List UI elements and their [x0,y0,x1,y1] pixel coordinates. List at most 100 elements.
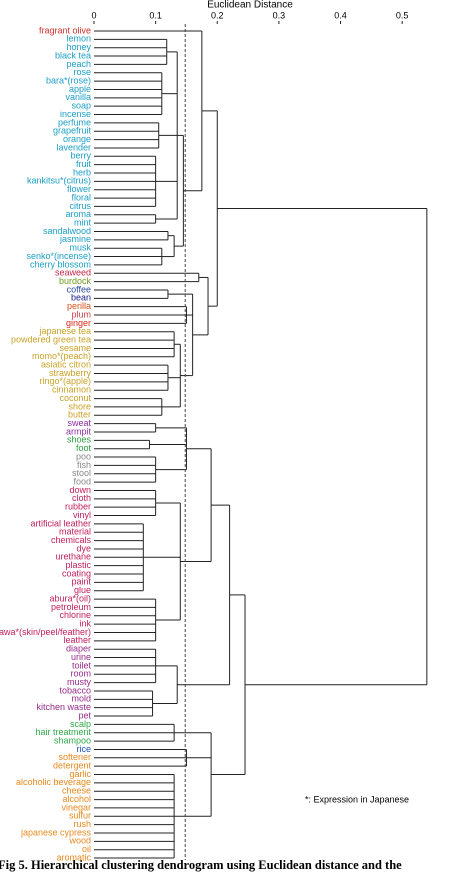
leaf-label: material [59,527,91,537]
leaf-label: grapefruit [53,126,92,136]
leaf-label: petroleum [51,602,91,612]
leaf-label: cinnamon [52,385,91,395]
leaf-label: ink [79,619,91,629]
leaf-label: urethane [55,552,91,562]
leaf-label: lavender [56,142,91,152]
dendrogram [94,30,428,859]
leaf-label: incense [60,109,91,119]
leaf-label: coconut [59,393,91,403]
leaf-label: lemon [66,34,91,44]
leaf-label: perfume [58,117,91,127]
leaf-label: scalp [70,719,91,729]
leaf-label: glue [74,585,91,595]
leaf-label: citrus [69,201,91,211]
leaf-label: alcohol [62,794,91,804]
leaf-label: asiatic citron [41,360,91,370]
leaf-label: rice [76,744,91,754]
leaf-label: senko*(incense) [26,251,91,261]
leaf-label: sweat [67,418,91,428]
annotation: *: Expression in Japanese [305,794,409,804]
leaf-label: bara*(rose) [46,75,91,85]
leaf-label: vinyl [73,510,91,520]
leaf-label: coffee [67,284,91,294]
leaf-label: floral [71,192,91,202]
leaf-label: strawberry [49,368,92,378]
leaf-label: honey [66,42,91,52]
leaf-label: chemicals [51,535,92,545]
leaf-label: kankitsu*(citrus) [27,176,91,186]
leaf-label: bean [71,293,91,303]
leaf-label: momo*(peach) [32,351,91,361]
leaf-label: artificial leather [30,518,91,528]
leaf-label: vinegar [61,802,91,812]
leaf-label: pet [78,710,91,720]
leaf-label: sandalwood [43,226,91,236]
x-tick-label: 0.1 [149,10,162,20]
leaf-label: cloth [72,493,91,503]
leaf-label: plastic [65,560,91,570]
leaf-label: fish [77,460,91,470]
leaf-label: shampoo [54,735,91,745]
leaf-label: kitchen waste [36,702,91,712]
leaf-label: wood [68,836,91,846]
leaf-label: abura*(oil) [49,593,91,603]
leaf-label: sulfur [69,811,91,821]
leaf-label: ginger [66,318,91,328]
leaf-label: seaweed [55,268,91,278]
leaf-label: rose [73,67,91,77]
leaf-label: berry [70,151,91,161]
leaf-label: coating [62,568,91,578]
leaf-label: soap [71,101,91,111]
leaf-label: food [73,476,91,486]
leaf-label: down [69,485,91,495]
x-tick-label: 0.2 [211,10,224,20]
leaf-label: perilla [67,301,91,311]
leaf-label: urine [71,652,91,662]
leaf-label: paint [71,577,91,587]
leaf-label: powdered green tea [11,334,91,344]
leaf-label: poo [76,451,91,461]
leaf-label: tobacco [59,685,91,695]
leaf-label: garlic [69,769,91,779]
leaf-label: dye [76,543,91,553]
leaf-label: japanese cypress [20,827,92,837]
leaf-label: fruit [76,159,92,169]
leaf-label: toilet [72,660,92,670]
leaf-label: musk [69,243,91,253]
leaf-label: stool [72,468,91,478]
leaf-label: aromatic [56,852,91,862]
leaf-label: shoes [67,435,92,445]
leaf-label: butter [68,410,91,420]
leaf-label: hair treatment [35,727,91,737]
leaf-label: herb [73,167,91,177]
leaf-label: jasmine [59,234,91,244]
caption: Fig 5. Hierarchical clustering dendrogra… [0,858,402,872]
leaf-label: vanilla [65,92,91,102]
leaf-label: rush [73,819,91,829]
x-tick-label: 0.3 [273,10,286,20]
leaf-label: mold [71,694,91,704]
leaf-label: plum [71,309,91,319]
leaf-label: kawa*(skin/peel/feather) [0,627,91,637]
leaf-label: armpit [66,426,92,436]
leaf-label: cheese [62,786,91,796]
leaf-label: softener [58,752,91,762]
leaf-label: aroma [65,209,91,219]
leaf-label: sesame [59,343,91,353]
leaf-label: alcoholic beverage [16,777,91,787]
leaf-label: japanese tea [38,326,91,336]
leaf-label: orange [63,134,91,144]
leaf-label: diaper [66,644,91,654]
axis-title: Euclidean Distance [207,0,293,11]
leaf-label: foot [76,443,92,453]
leaf-label: chlorine [59,610,91,620]
leaf-label: oil [82,844,91,854]
x-tick-label: 0.4 [334,10,347,20]
leaf-label: detergent [53,761,92,771]
x-tick-label: 0 [91,10,96,20]
leaf-label: flower [67,184,91,194]
leaf-label: mint [74,218,92,228]
leaf-label: cherry blossom [30,259,91,269]
leaf-label: leather [63,635,91,645]
